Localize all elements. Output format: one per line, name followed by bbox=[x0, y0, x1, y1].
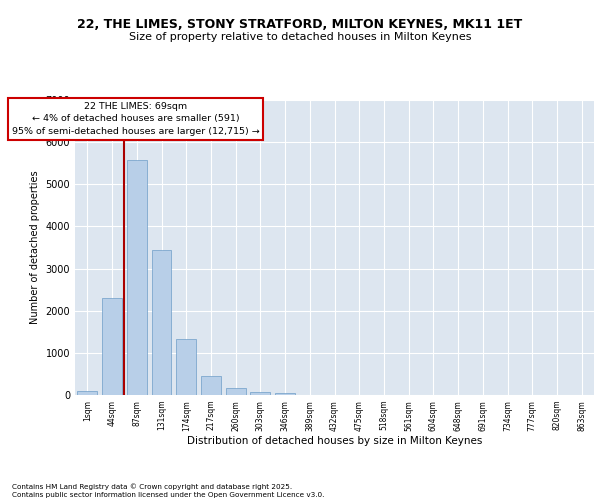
Bar bbox=[152, 250, 172, 395]
X-axis label: Distribution of detached houses by size in Milton Keynes: Distribution of detached houses by size … bbox=[187, 436, 482, 446]
Text: 22, THE LIMES, STONY STRATFORD, MILTON KEYNES, MK11 1ET: 22, THE LIMES, STONY STRATFORD, MILTON K… bbox=[77, 18, 523, 30]
Bar bbox=[201, 376, 221, 395]
Bar bbox=[250, 392, 270, 395]
Text: Size of property relative to detached houses in Milton Keynes: Size of property relative to detached ho… bbox=[129, 32, 471, 42]
Y-axis label: Number of detached properties: Number of detached properties bbox=[30, 170, 40, 324]
Text: Contains HM Land Registry data © Crown copyright and database right 2025.
Contai: Contains HM Land Registry data © Crown c… bbox=[12, 484, 325, 498]
Bar bbox=[102, 298, 122, 395]
Text: 22 THE LIMES: 69sqm
← 4% of detached houses are smaller (591)
95% of semi-detach: 22 THE LIMES: 69sqm ← 4% of detached hou… bbox=[11, 102, 259, 136]
Bar bbox=[226, 388, 245, 395]
Bar bbox=[275, 393, 295, 395]
Bar bbox=[77, 391, 97, 395]
Bar bbox=[127, 160, 146, 395]
Bar bbox=[176, 339, 196, 395]
